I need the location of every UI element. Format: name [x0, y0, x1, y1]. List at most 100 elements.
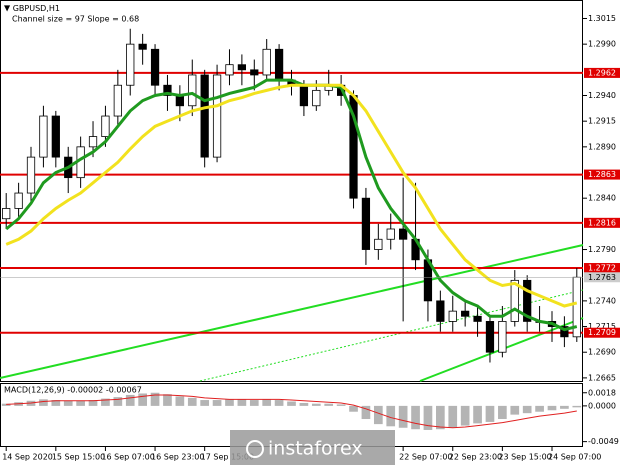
candle-body: [436, 300, 445, 322]
macd-bar: [212, 400, 222, 406]
candle-body: [237, 64, 247, 71]
macd-bar: [510, 405, 520, 415]
macd-bar: [560, 405, 569, 409]
candle-body: [14, 192, 23, 209]
y-tick-label: 1.2915: [588, 117, 616, 126]
candle-body: [250, 69, 259, 76]
candle-body: [523, 279, 532, 322]
candle-body: [485, 321, 495, 353]
y-tick-label: 1.3015: [588, 14, 616, 23]
macd-bar: [547, 405, 557, 411]
macd-bar: [349, 405, 358, 412]
y-tick-label: 1.2665: [588, 373, 616, 382]
macd-signal: [6, 394, 577, 429]
candle-body: [200, 74, 209, 158]
macd-bar: [187, 397, 197, 406]
candle-body: [461, 310, 470, 317]
x-tick-label: 22 Sep 23:00: [449, 453, 502, 462]
candle-body: [274, 48, 284, 81]
macd-bar: [423, 405, 433, 430]
candle-body: [498, 321, 507, 353]
macd-bar: [1, 403, 11, 406]
macd-y-tick-label: 0.0000: [588, 401, 616, 410]
title-text: GBPUSD,H1: [13, 4, 60, 13]
macd-bar: [101, 398, 110, 406]
y-tick-label: 1.2740: [588, 296, 616, 305]
candle-body: [126, 43, 135, 86]
macd-bar: [274, 400, 284, 406]
level-label: 1.2772: [588, 264, 616, 273]
macd-bar: [361, 405, 371, 420]
level-tag: [584, 67, 620, 78]
macd-bar: [411, 405, 420, 430]
x-tick-label: 24 Sep 07:00: [548, 453, 601, 462]
macd-bar: [398, 405, 408, 428]
macd-bar: [113, 397, 123, 406]
macd-bar: [225, 399, 234, 406]
plot: 1.3015 1.2990 1.2940 1.2915 1.2890 1.2840 1.27…: [0, 14, 620, 462]
candle-body: [560, 326, 569, 338]
macd-bar: [498, 405, 507, 420]
level-label: 1.2816: [588, 218, 616, 227]
candle-body: [399, 228, 408, 240]
level-tag: [584, 169, 620, 180]
macd-bar: [88, 400, 98, 406]
level-tag: [584, 263, 620, 274]
channel-middle: [199, 289, 584, 382]
candle-body: [101, 115, 110, 137]
main-pane: [0, 0, 583, 382]
candle-body: [150, 48, 160, 86]
y-tick-label: 1.2690: [588, 348, 616, 357]
x-tick-label: 15 Sep 15:00: [52, 453, 105, 462]
level-label: 1.2709: [588, 328, 616, 337]
macd-bar: [125, 394, 135, 406]
macd-label: MACD(12,26,9) -0.00002 -0.00067: [4, 386, 142, 395]
macd-bar: [150, 392, 160, 406]
macd-bar: [535, 405, 544, 412]
y-tick-label: 1.2840: [588, 194, 616, 203]
macd-y-tick-label: -0.0049: [588, 437, 619, 446]
current-price-tag: [584, 272, 620, 283]
macd-bar: [76, 400, 85, 406]
candle-body: [212, 74, 222, 158]
macd-bar: [200, 400, 210, 406]
level-tag: [584, 327, 620, 338]
macd-bar: [485, 405, 495, 422]
moving-average: [5, 78, 578, 332]
macd-bar: [436, 405, 445, 430]
level-label: 1.2962: [588, 68, 616, 77]
x-tick-label: 16 Sep 07:00: [101, 453, 154, 462]
x-tick-label: 22 Sep 07:00: [399, 453, 452, 462]
level-label: 1.2863: [588, 170, 616, 179]
macd-bar: [287, 401, 296, 406]
candle-body: [175, 95, 184, 107]
macd-bar: [522, 405, 532, 414]
current-price-label: 1.2763: [588, 273, 616, 282]
macd-bar: [262, 399, 272, 406]
candle-body: [225, 64, 234, 76]
macd-bar: [138, 393, 147, 406]
macd-bar: [386, 405, 396, 427]
candle-body: [88, 136, 98, 148]
watermark-logo: [246, 440, 264, 458]
candle-body: [386, 228, 395, 240]
macd-bar: [572, 405, 582, 408]
candle-body: [51, 115, 60, 158]
candle-body: [473, 315, 482, 322]
watermark: instaforex: [268, 438, 363, 460]
macd-bar: [324, 403, 334, 406]
candle-body: [188, 74, 197, 107]
macd-bar: [299, 402, 309, 406]
candle-body: [2, 208, 11, 220]
macd-bar: [63, 400, 73, 406]
x-tick-label: 23 Sep 15:00: [498, 453, 551, 462]
macd-bar: [51, 400, 61, 406]
candle-body: [510, 279, 519, 322]
y-tick-label: 1.2940: [588, 91, 616, 100]
macd-bar: [249, 400, 259, 406]
candle-body: [312, 89, 321, 107]
macd-bar: [237, 399, 247, 406]
candle-body: [361, 197, 371, 250]
